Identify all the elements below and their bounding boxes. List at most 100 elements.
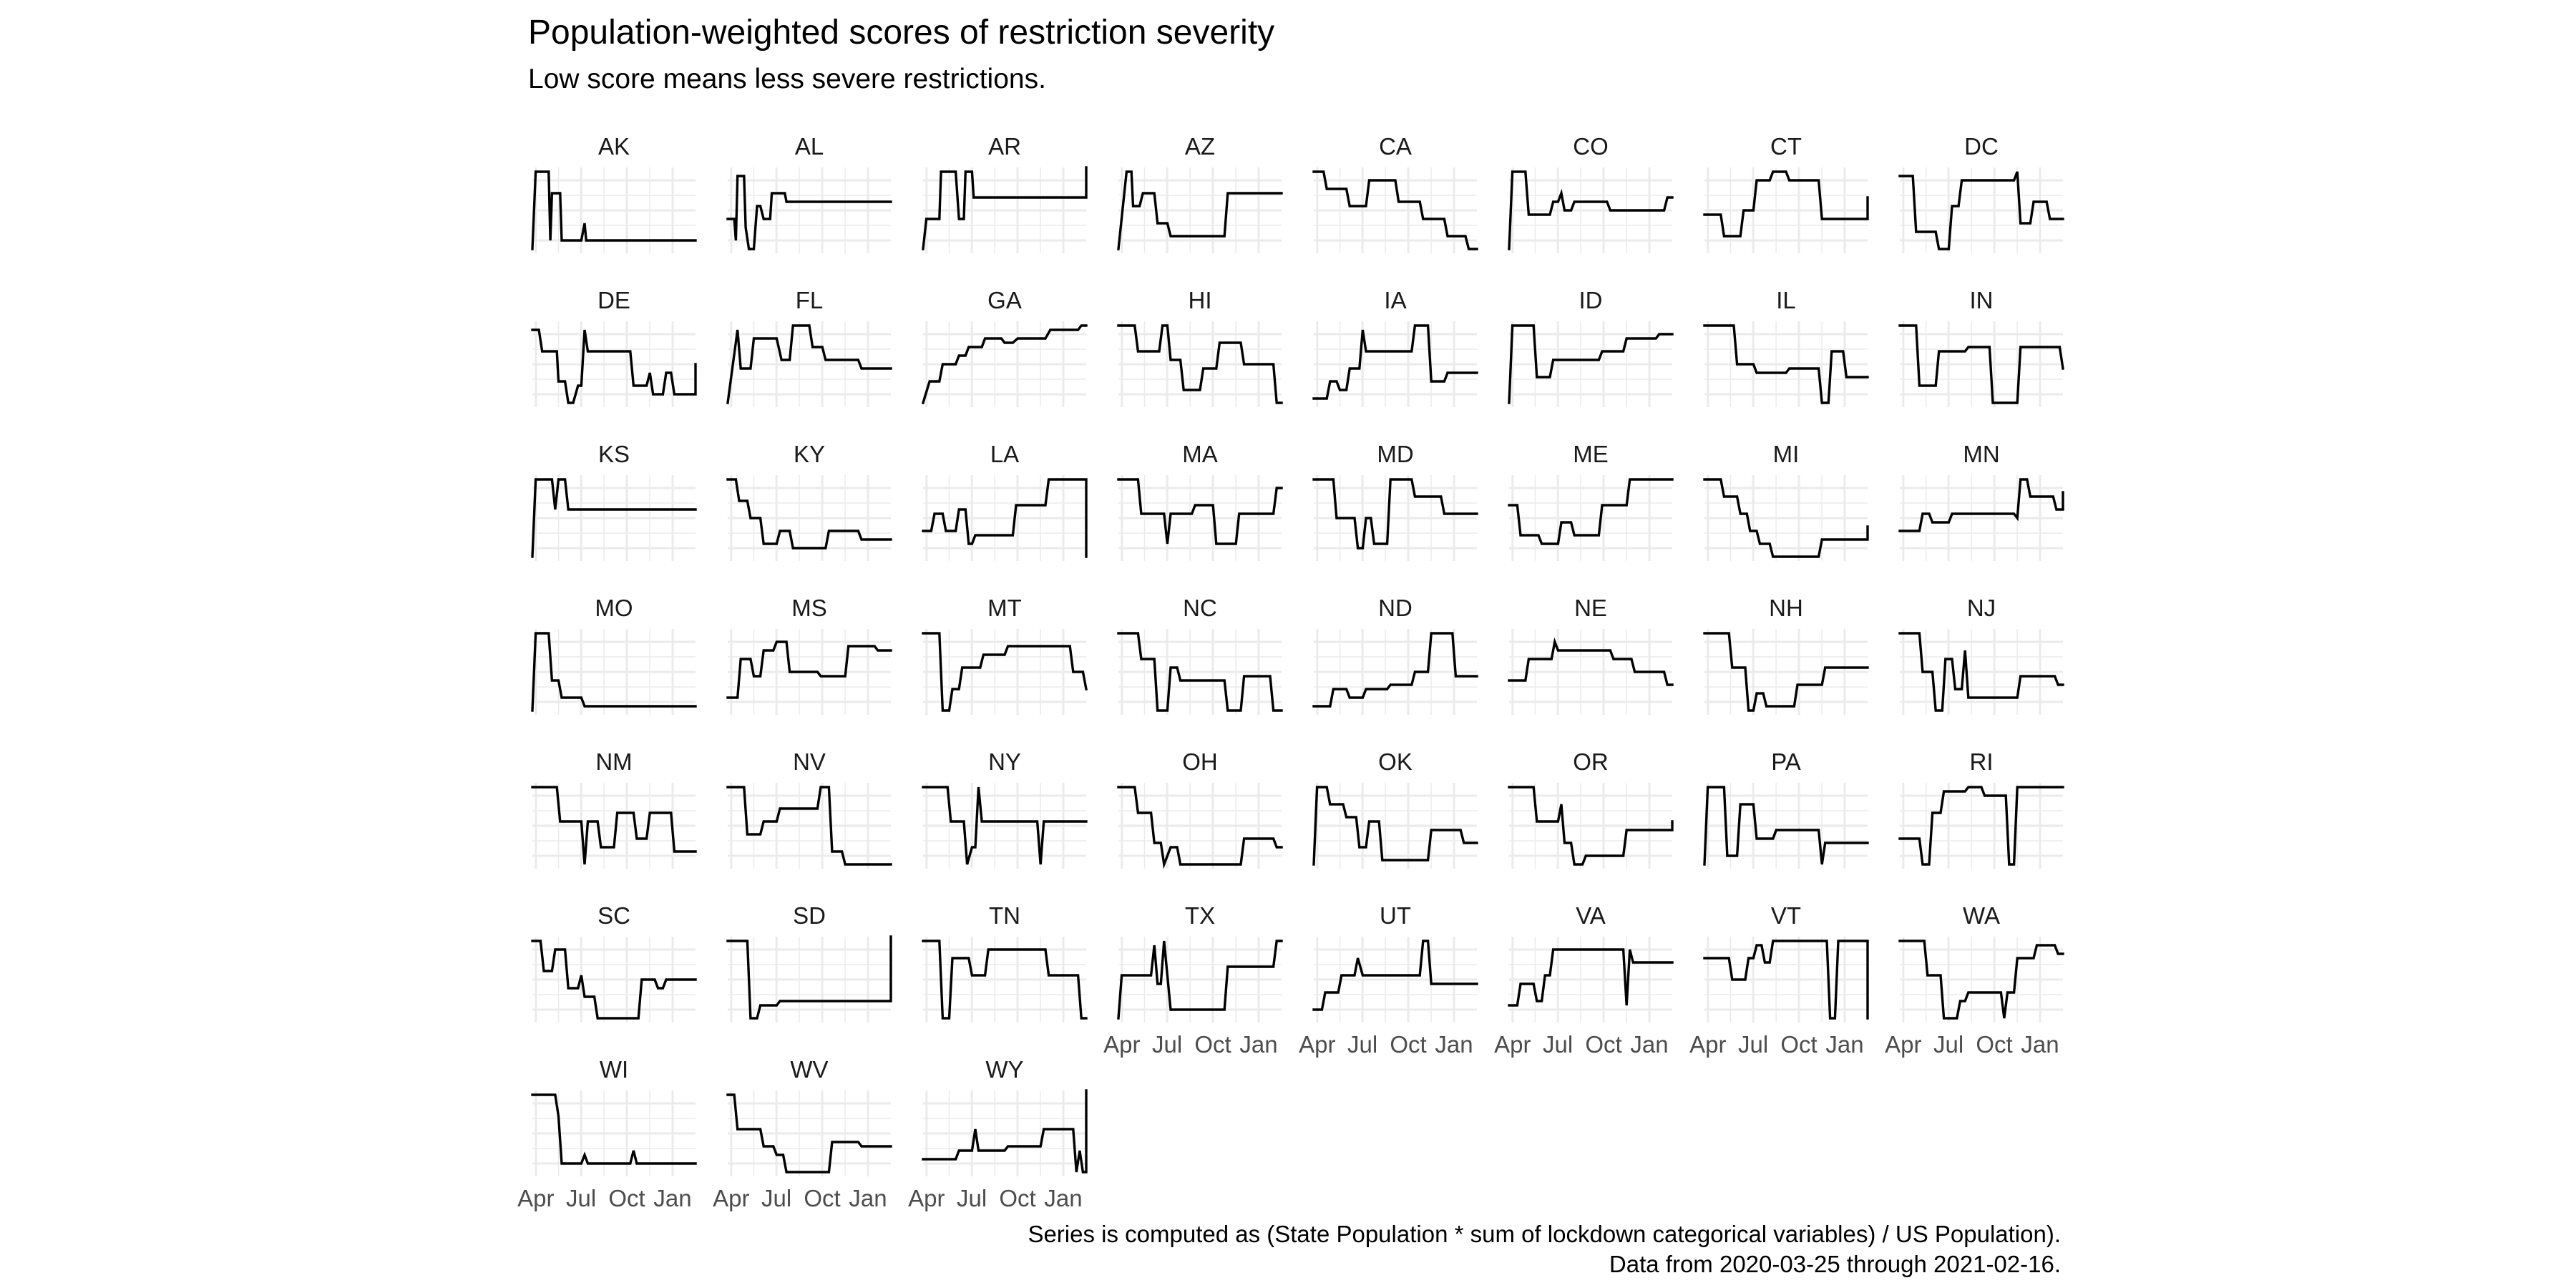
panel-title: OK <box>1378 748 1413 775</box>
x-tick-label: Apr <box>517 1185 554 1211</box>
panel-ut: UT Apr Jul Oct Jan <box>1299 902 1478 1058</box>
x-tick-label: Jan <box>653 1185 691 1211</box>
panel-ks: KS <box>531 441 697 561</box>
series-line <box>1117 170 1283 250</box>
panel-ga: GA <box>921 287 1088 407</box>
panel-title: KY <box>794 441 825 467</box>
x-tick-label: Oct <box>1976 1031 2012 1058</box>
series-line <box>531 786 697 865</box>
panel-title: TN <box>989 902 1020 929</box>
x-tick-label: Jul <box>1543 1031 1573 1058</box>
series-line <box>1508 948 1674 1007</box>
panel-title: ND <box>1378 595 1413 621</box>
x-axis-labels: Apr Jul Oct Jan <box>517 1185 691 1211</box>
panel-title: LA <box>990 441 1019 467</box>
panel-title: MO <box>595 595 633 621</box>
series-line <box>1898 478 2064 532</box>
panel-wi: WI Apr Jul Oct Jan <box>517 1056 697 1211</box>
series-line <box>1117 632 1283 712</box>
x-axis-labels: Apr Jul Oct Jan <box>1103 1031 1277 1058</box>
panel-title: MT <box>987 595 1022 621</box>
panel-title: MI <box>1773 441 1800 467</box>
series-line <box>922 1089 1088 1174</box>
series-line <box>1117 940 1283 1020</box>
caption-line-2: Data from 2020-03-25 through 2021-02-16. <box>1609 1251 2061 1277</box>
x-tick-label: Apr <box>1885 1031 1921 1058</box>
panel-title: ID <box>1579 287 1603 313</box>
panel-title: FL <box>796 287 824 313</box>
panel-in: IN <box>1898 287 2064 407</box>
series-line <box>531 478 697 558</box>
series-line <box>726 478 892 550</box>
x-axis-labels: Apr Jul Oct Jan <box>908 1185 1082 1211</box>
panel-id: ID <box>1508 287 1674 407</box>
panel-title: CO <box>1573 133 1609 160</box>
panel-title: VA <box>1576 902 1606 929</box>
panel-nh: NH <box>1703 595 1869 715</box>
panel-nj: NJ <box>1898 595 2064 715</box>
panel-oh: OH <box>1117 748 1283 869</box>
x-tick-label: Jul <box>1152 1031 1182 1058</box>
panel-title: NM <box>595 748 632 775</box>
panel-ok: OK <box>1312 748 1478 869</box>
panel-la: LA <box>922 441 1088 561</box>
series-line <box>1117 324 1283 404</box>
x-tick-label: Oct <box>999 1185 1035 1211</box>
series-line <box>531 170 697 250</box>
x-tick-label: Jul <box>1347 1031 1377 1058</box>
x-tick-label: Jan <box>2021 1031 2059 1058</box>
panel-wy: WY Apr Jul Oct Jan <box>908 1056 1088 1211</box>
chart-caption: Series is computed as (State Population … <box>1028 1219 2061 1279</box>
series-line <box>1117 786 1283 869</box>
panel-mo: MO <box>531 595 697 715</box>
panel-title: MN <box>1963 441 1999 467</box>
panel-title: NH <box>1769 595 1803 621</box>
panel-title: AR <box>988 133 1021 160</box>
panel-title: KS <box>598 441 630 467</box>
series-line <box>1508 324 1674 404</box>
panel-sc: SC <box>531 902 697 1023</box>
panel-wv: WV Apr Jul Oct Jan <box>713 1056 892 1211</box>
panel-title: TX <box>1185 902 1215 929</box>
series-line <box>726 935 892 1020</box>
panel-md: MD <box>1312 441 1478 561</box>
x-tick-label: Jul <box>761 1185 791 1211</box>
series-line <box>1117 478 1283 545</box>
panel-title: MA <box>1182 441 1218 467</box>
panel-mi: MI <box>1703 441 1869 561</box>
series-line <box>726 786 892 866</box>
x-tick-label: Jan <box>1239 1031 1277 1058</box>
panel-title: NC <box>1183 595 1217 621</box>
panel-title: CT <box>1770 133 1802 160</box>
series-line <box>922 786 1088 865</box>
x-tick-label: Jul <box>566 1185 596 1211</box>
series-line <box>922 478 1088 558</box>
panel-title: PA <box>1771 748 1801 775</box>
panel-nm: NM <box>531 748 697 869</box>
panel-mt: MT <box>922 595 1088 715</box>
panel-title: WA <box>1963 902 2000 929</box>
panel-title: NE <box>1574 595 1607 621</box>
x-tick-label: Oct <box>608 1185 645 1211</box>
series-line <box>1898 632 2064 712</box>
x-axis-labels: Apr Jul Oct Jan <box>713 1185 887 1211</box>
series-line <box>531 632 697 712</box>
panel-title: WV <box>790 1056 828 1083</box>
panel-nc: NC <box>1117 595 1283 715</box>
x-tick-label: Jul <box>1738 1031 1768 1058</box>
x-tick-label: Jan <box>1435 1031 1473 1058</box>
series-line <box>1508 637 1674 686</box>
panel-hi: HI <box>1117 287 1283 407</box>
series-line <box>1312 478 1478 550</box>
panel-title: OH <box>1182 748 1218 775</box>
x-tick-label: Jan <box>1825 1031 1863 1058</box>
panel-ak: AK <box>531 133 697 253</box>
panel-title: DC <box>1964 133 1999 160</box>
series-line <box>726 640 892 699</box>
x-tick-label: Oct <box>804 1185 840 1211</box>
series-line <box>1312 940 1478 1011</box>
panel-title: AK <box>598 133 630 160</box>
series-line <box>1898 940 2064 1020</box>
series-line <box>1703 170 1869 238</box>
